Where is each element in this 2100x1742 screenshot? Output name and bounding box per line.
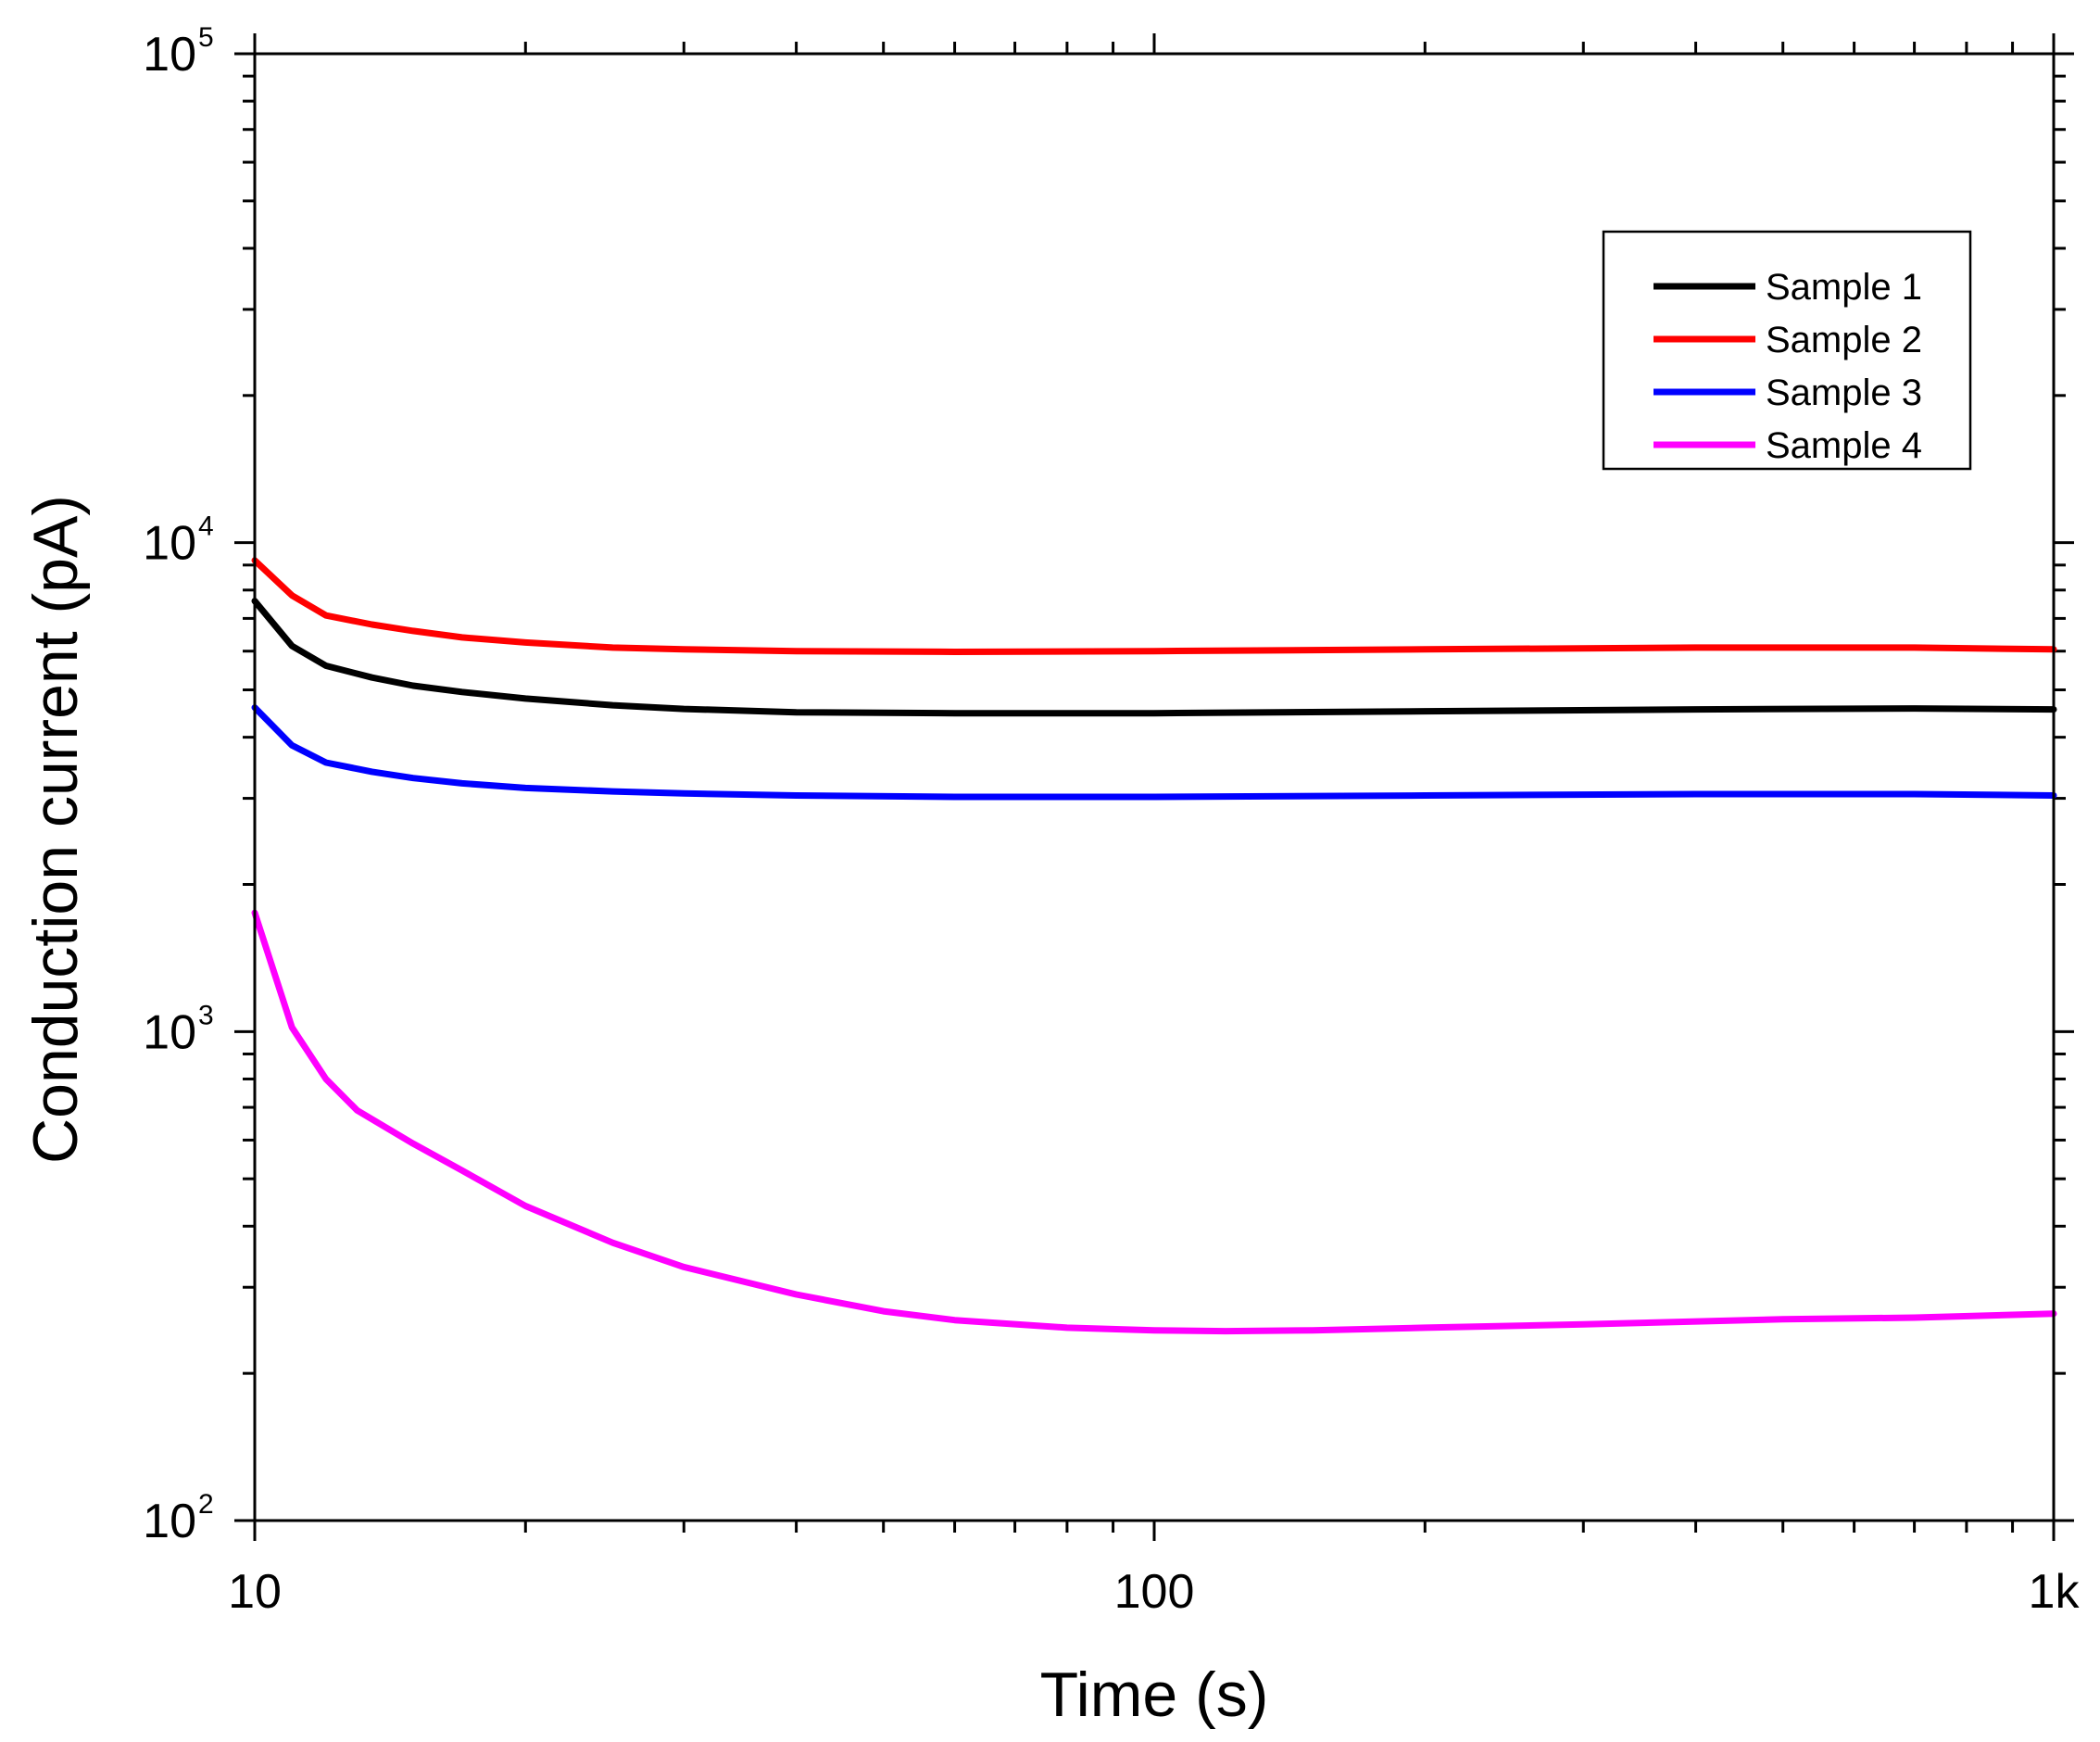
y-tick-label-exponent: 4 [198,511,214,542]
plot-frame [253,52,2056,1522]
y-tick-label-exponent: 2 [198,1489,214,1520]
y-tick-label-exponent: 3 [198,1000,214,1030]
y-tick-label: 10 3 [143,1000,214,1059]
x-tick-label: 100 [1114,1565,1195,1619]
y-tick-label: 10 4 [143,511,214,571]
legend-label-3: Sample 3 [1766,372,1922,413]
legend: Sample 1 Sample 2 Sample 3 Sample 4 [1602,230,1972,471]
x-tick-label: 10 [228,1565,282,1619]
y-tick-label-exponent: 5 [198,22,214,53]
y-tick-label-base: 10 [143,28,196,82]
x-tick-label: 1k [2029,1565,2081,1619]
series-line-1 [251,598,2057,717]
series-line-2 [251,557,2057,655]
y-tick-label: 10 5 [143,22,214,82]
legend-label-4: Sample 4 [1766,425,1922,466]
y-tick-label-base: 10 [143,1005,196,1059]
y-tick-label: 10 2 [143,1489,214,1548]
x-axis-title: Time (s) [1040,1660,1269,1730]
legend-label-2: Sample 2 [1766,320,1922,360]
y-tick-label-base: 10 [143,517,196,571]
series-line-4 [251,909,2057,1335]
y-tick-label-base: 10 [143,1495,196,1548]
legend-box [1602,230,1972,471]
y-axis-title: Conduction current (pA) [20,495,91,1164]
axis-ticks [234,33,2074,1541]
series-layer [251,557,2057,1335]
legend-label-1: Sample 1 [1766,267,1922,308]
series-line-3 [251,704,2057,801]
